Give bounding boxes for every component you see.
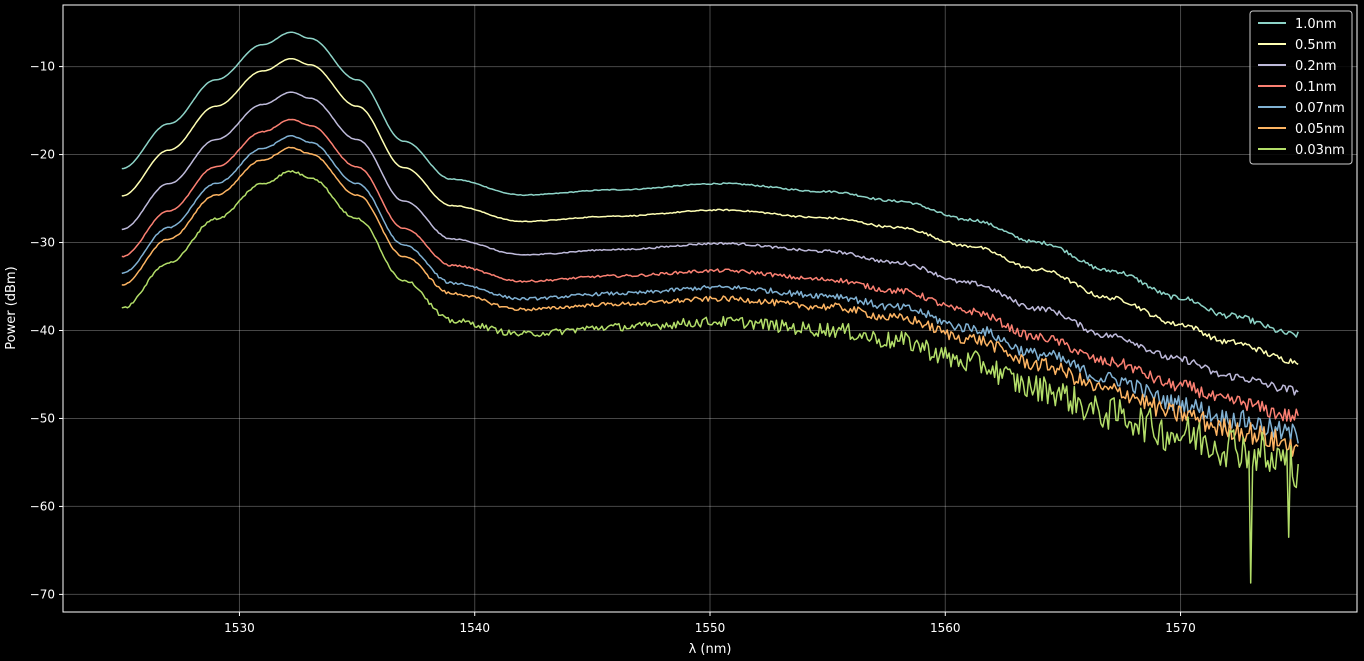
x-tick-label: 1530 [224,621,255,635]
x-tick-label: 1540 [459,621,490,635]
series-layer [121,31,1299,584]
grid [63,5,1357,612]
y-tick-label: −70 [30,587,55,601]
x-axis: 1530 1540 1550 1560 1570 [224,612,1196,635]
series-line-1.0nm [121,31,1299,338]
series-line-0.2nm [121,91,1299,396]
legend-entry: 0.5nm [1295,38,1337,53]
x-tick-label: 1560 [930,621,961,635]
y-tick-label: −30 [30,236,55,250]
legend-entry: 0.1nm [1295,80,1337,95]
legend-box [1249,10,1353,165]
series-line-0.5nm [121,57,1299,365]
series-line-0.07nm [121,134,1299,444]
y-axis-label: Power (dBm) [4,266,19,349]
y-tick-label: −60 [30,499,55,513]
series-line-0.05nm [121,146,1299,457]
y-axis: −10 −20 −30 −40 −50 −60 −70 [30,60,63,601]
y-tick-label: −20 [30,148,55,162]
legend-entry: 1.0nm [1295,17,1337,32]
x-tick-label: 1570 [1165,621,1196,635]
y-tick-label: −40 [30,323,55,337]
legend-entry: 0.07nm [1295,101,1345,116]
legend-entry: 0.2nm [1295,59,1337,74]
y-tick-label: −50 [30,411,55,425]
legend-entry: 0.03nm [1295,143,1345,158]
legend-entry: 0.05nm [1295,122,1345,137]
legend: 1.0nm 0.5nm 0.2nm 0.1nm 0.07nm 0.05nm 0.03nm [1249,10,1353,165]
series-line-0.03nm [121,170,1299,584]
x-axis-label: λ (nm) [689,642,732,657]
y-tick-label: −10 [30,60,55,74]
x-tick-label: 1550 [695,621,726,635]
series-line-0.1nm [121,118,1299,423]
